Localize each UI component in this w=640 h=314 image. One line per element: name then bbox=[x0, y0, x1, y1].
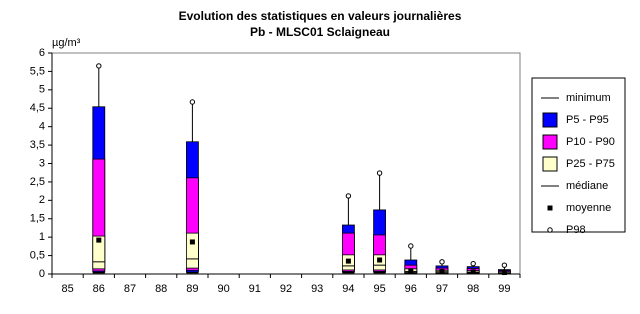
x-tick-label: 94 bbox=[342, 283, 354, 295]
y-tick-label: 6 bbox=[39, 47, 45, 59]
y-tick-label: 4,5 bbox=[30, 102, 45, 114]
box bbox=[92, 235, 106, 270]
x-tick-label: 86 bbox=[93, 283, 105, 295]
mean-marker bbox=[439, 268, 445, 274]
legend-label: P98 bbox=[566, 224, 586, 236]
legend-label: moyenne bbox=[566, 202, 611, 214]
p98-marker bbox=[376, 170, 383, 176]
y-tick-label: 3 bbox=[39, 157, 45, 169]
y-tick-label: 0 bbox=[39, 268, 45, 280]
x-tick-label: 93 bbox=[311, 283, 323, 295]
x-tick-label: 92 bbox=[280, 283, 292, 295]
x-tick-label: 87 bbox=[124, 283, 136, 295]
mean-marker bbox=[377, 257, 383, 263]
p98-marker bbox=[470, 260, 476, 267]
y-tick-label: 2 bbox=[39, 194, 45, 206]
mean-marker bbox=[501, 270, 507, 276]
p98-marker bbox=[408, 243, 414, 249]
mean-marker bbox=[408, 268, 414, 274]
x-tick-label: 98 bbox=[467, 283, 479, 295]
y-tick-label: 5,5 bbox=[30, 65, 45, 77]
legend-symbol bbox=[542, 112, 558, 128]
y-tick-label: 5 bbox=[39, 84, 45, 96]
legend-label: P25 - P75 bbox=[566, 158, 615, 170]
y-tick-label: 2,5 bbox=[30, 176, 45, 188]
legend-symbol bbox=[542, 134, 558, 150]
p98-marker bbox=[96, 63, 102, 69]
x-tick-label: 97 bbox=[436, 283, 448, 295]
x-tick-label: 95 bbox=[373, 283, 385, 295]
x-tick-label: 88 bbox=[155, 283, 167, 295]
y-tick-label: 1,5 bbox=[30, 213, 45, 225]
x-tick-label: 91 bbox=[249, 283, 261, 295]
x-tick-label: 99 bbox=[498, 283, 510, 295]
mean-marker bbox=[470, 269, 476, 275]
mean-marker bbox=[345, 258, 351, 264]
legend-label: minimum bbox=[566, 92, 611, 104]
x-tick-label: 90 bbox=[217, 283, 229, 295]
legend-label: P10 - P90 bbox=[566, 136, 615, 148]
legend-symbol bbox=[547, 205, 553, 211]
mean-marker bbox=[189, 239, 195, 245]
p98-marker bbox=[439, 259, 445, 265]
legend-symbol bbox=[547, 227, 553, 233]
legend-symbol bbox=[542, 156, 558, 172]
x-tick-label: 96 bbox=[405, 283, 417, 295]
mean-marker bbox=[96, 237, 102, 243]
box bbox=[185, 232, 199, 269]
y-tick-label: 4 bbox=[39, 121, 45, 133]
x-tick-label: 89 bbox=[186, 283, 198, 295]
y-axis-label: µg/m³ bbox=[52, 37, 81, 49]
chart-subtitle: Pb - MLSC01 Sclaigneau bbox=[250, 25, 390, 39]
legend-label: P5 - P95 bbox=[566, 114, 609, 126]
chart-title: Evolution des statistiques en valeurs jo… bbox=[179, 9, 462, 23]
p98-marker bbox=[345, 193, 352, 199]
y-tick-label: 3,5 bbox=[30, 139, 45, 151]
p98-marker bbox=[189, 99, 196, 105]
legend-label: médiane bbox=[566, 180, 608, 192]
y-tick-label: 1 bbox=[39, 231, 45, 243]
p98-marker bbox=[501, 262, 508, 268]
plot-area bbox=[51, 52, 521, 275]
x-tick-label: 85 bbox=[61, 283, 73, 295]
y-tick-label: 0,5 bbox=[30, 249, 45, 261]
